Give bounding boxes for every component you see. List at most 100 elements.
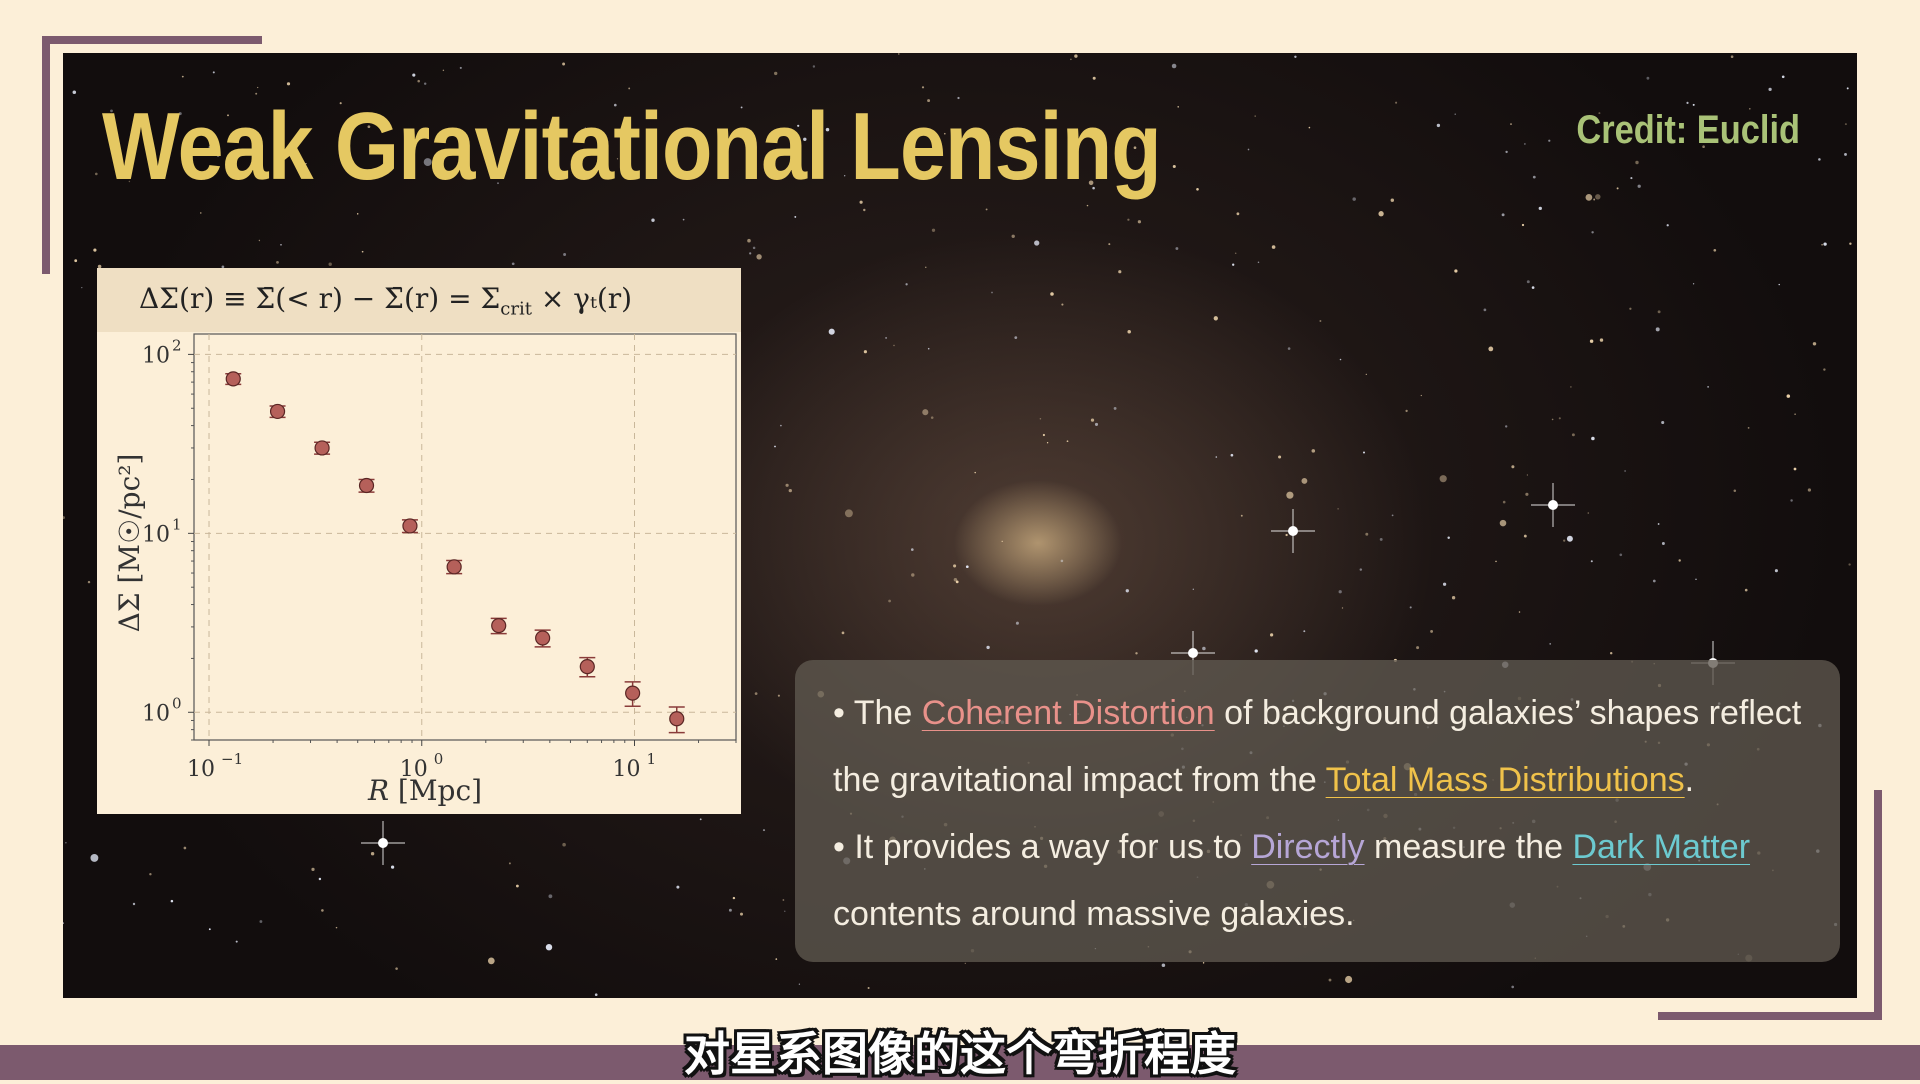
star	[785, 483, 789, 487]
star	[1451, 596, 1456, 600]
star	[991, 291, 993, 294]
star	[1521, 223, 1525, 227]
star	[794, 215, 797, 218]
star	[1844, 123, 1847, 126]
star	[1061, 303, 1064, 306]
star	[1391, 514, 1394, 517]
star	[1666, 224, 1669, 227]
star	[828, 328, 835, 335]
star	[1161, 963, 1166, 967]
star	[955, 580, 959, 584]
x-axis-label: R [Mpc]	[367, 774, 482, 807]
star	[740, 106, 743, 109]
highlight-dark-matter: Dark Matter	[1572, 828, 1751, 866]
star	[1523, 534, 1527, 538]
star	[885, 336, 888, 339]
star	[227, 114, 229, 117]
star	[1230, 453, 1234, 457]
star	[844, 175, 846, 177]
star	[1269, 633, 1274, 637]
star	[931, 228, 936, 232]
star	[944, 132, 946, 135]
star	[780, 424, 782, 427]
star	[1807, 488, 1812, 492]
star	[1818, 158, 1821, 161]
star	[986, 645, 990, 650]
star	[1352, 197, 1356, 201]
star	[1511, 985, 1515, 989]
star	[863, 208, 866, 212]
star	[1531, 286, 1535, 289]
star	[1454, 269, 1458, 273]
star	[1311, 449, 1316, 453]
star	[930, 416, 934, 419]
star	[1202, 962, 1205, 964]
star	[682, 218, 685, 221]
star	[412, 73, 416, 77]
star	[1039, 417, 1042, 420]
star	[1793, 467, 1797, 471]
star	[797, 124, 800, 127]
star	[1566, 535, 1573, 542]
star	[927, 347, 930, 350]
star	[132, 902, 136, 906]
equation-band: ΔΣ(r) ≡ Σ̄(< r) − Σ̄(r) = Σcrit × γₜ(r)	[97, 268, 741, 332]
star	[200, 212, 202, 214]
data-point	[402, 518, 418, 534]
star	[361, 250, 364, 253]
lensing-profile-chart: ΔΣ(r) ≡ Σ̄(< r) − Σ̄(r) = Σcrit × γₜ(r) …	[97, 268, 741, 814]
star	[1733, 489, 1737, 492]
star	[1686, 101, 1689, 104]
bullet2-prefix: • It provides a way for us to	[833, 828, 1252, 866]
star	[1430, 629, 1434, 633]
star	[1510, 123, 1512, 126]
star	[584, 127, 587, 130]
star	[1409, 606, 1412, 609]
star	[1571, 433, 1575, 437]
data-point	[579, 659, 595, 675]
bullet1-prefix: • The	[833, 694, 922, 732]
bullet1-suffix: .	[1684, 761, 1695, 799]
x-tick-label: 10	[187, 757, 215, 782]
star	[1135, 652, 1138, 655]
subtitle-bar	[0, 1045, 1920, 1080]
star	[356, 213, 359, 215]
star	[1655, 327, 1660, 332]
star	[395, 967, 398, 970]
star	[508, 862, 511, 865]
star	[728, 908, 732, 912]
star	[1629, 307, 1632, 310]
star	[1254, 649, 1258, 653]
star	[1661, 542, 1665, 545]
star	[1744, 588, 1748, 592]
star	[212, 71, 215, 74]
star	[328, 262, 332, 266]
star	[1254, 115, 1256, 117]
star	[825, 127, 830, 132]
star	[1363, 451, 1365, 454]
star	[1781, 75, 1785, 79]
star	[795, 154, 797, 156]
y-tick-label: 10	[142, 522, 170, 547]
x-tick-exponent: −1	[221, 750, 243, 768]
star	[1848, 563, 1851, 566]
x-tick-label: 10	[400, 757, 428, 782]
star	[1616, 187, 1619, 190]
star	[1359, 568, 1363, 571]
star	[1278, 455, 1282, 459]
star	[305, 162, 307, 165]
star	[1518, 611, 1521, 613]
star	[774, 71, 778, 76]
star	[1678, 559, 1681, 562]
star	[390, 865, 395, 869]
star	[1790, 499, 1793, 502]
star	[1046, 442, 1049, 444]
star	[1590, 560, 1593, 563]
star	[1558, 417, 1561, 420]
bullet1-middle: of background galaxies’ shapes reflect t…	[833, 694, 1802, 799]
star	[169, 139, 172, 142]
data-point	[625, 685, 641, 701]
star	[367, 125, 371, 129]
star	[1234, 252, 1237, 254]
star	[1768, 87, 1772, 92]
